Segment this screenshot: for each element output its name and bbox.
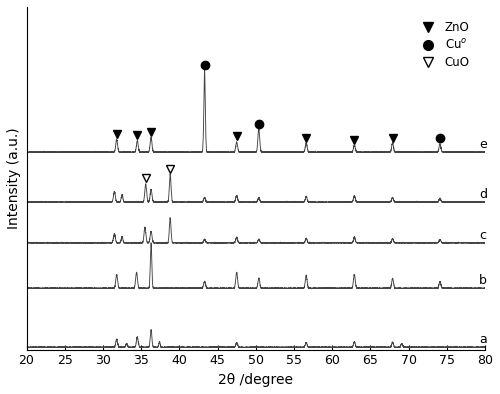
Text: e: e (479, 138, 486, 151)
Legend: ZnO, Cu$^o$, CuO: ZnO, Cu$^o$, CuO (412, 16, 474, 74)
Text: a: a (479, 333, 486, 346)
Text: b: b (479, 275, 487, 288)
Y-axis label: Intensity (a.u.): Intensity (a.u.) (7, 128, 21, 229)
Text: c: c (479, 229, 486, 242)
X-axis label: 2θ /degree: 2θ /degree (218, 373, 294, 387)
Text: d: d (479, 188, 487, 201)
